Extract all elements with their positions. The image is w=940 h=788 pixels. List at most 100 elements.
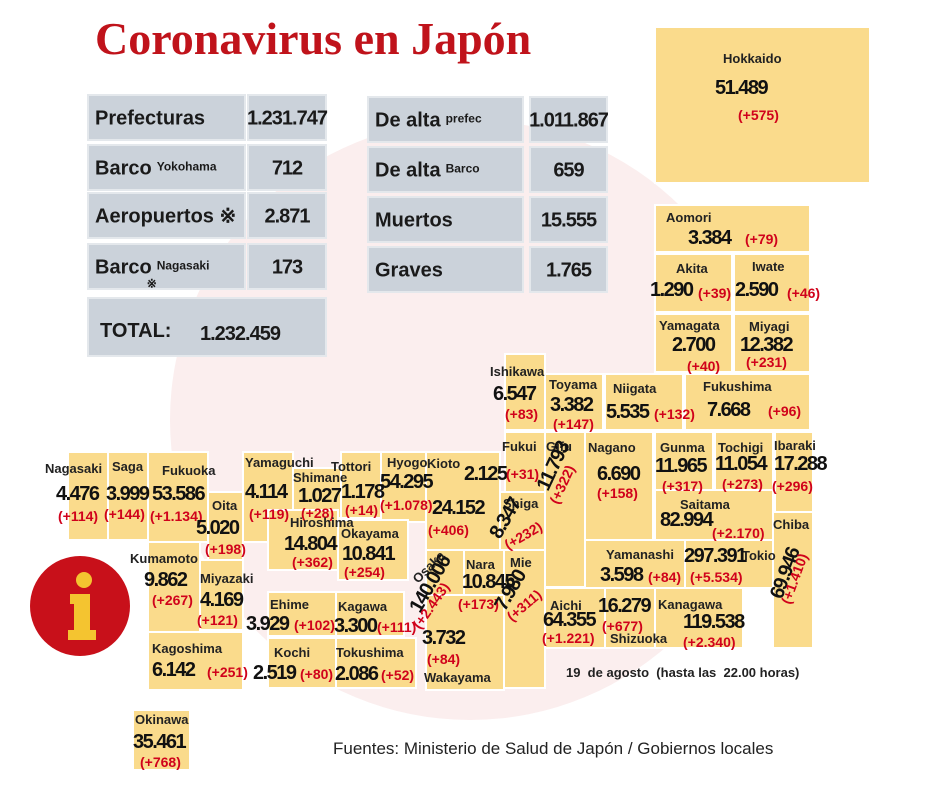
- prefecture-new: (+79): [745, 231, 778, 247]
- value-box: [247, 144, 327, 191]
- prefecture-new: (+768): [140, 754, 181, 770]
- prefecture-name: Okayama: [341, 526, 400, 541]
- prefecture-new: (+198): [205, 541, 246, 557]
- prefecture-new: (+31): [506, 466, 539, 482]
- prefecture-new: (+231): [746, 354, 787, 370]
- prefecture-name: Fukuoka: [162, 463, 216, 478]
- prefecture-new: (+14): [345, 502, 378, 518]
- prefecture-tile: [337, 519, 409, 581]
- summary-value: 712: [272, 158, 303, 180]
- prefecture-new: (+144): [104, 506, 145, 522]
- prefecture-new: (+173): [458, 596, 499, 612]
- summary-mark: ※: [147, 277, 157, 291]
- summary-label: Barco: [95, 257, 152, 279]
- prefecture-name: Tottori: [331, 459, 371, 474]
- prefecture-tile: [714, 431, 774, 491]
- prefecture-name: Aichi: [550, 598, 582, 613]
- prefecture-tile: [504, 431, 546, 493]
- prefecture-new: (+114): [58, 508, 98, 524]
- prefecture-new: (+158): [597, 485, 638, 501]
- prefecture-name: Hokkaido: [723, 51, 782, 66]
- summary-value: 173: [272, 257, 303, 279]
- prefecture-total: 2.519: [253, 662, 297, 684]
- total-value: 1.232.459: [200, 323, 281, 345]
- prefecture-new: (+254): [344, 564, 385, 580]
- label-box: [87, 243, 246, 290]
- prefecture-name: Oita: [212, 498, 238, 513]
- prefecture-name: Hyogo: [387, 455, 428, 470]
- summary-sublabel: Barco: [446, 162, 480, 176]
- prefecture-total: 16.279: [598, 595, 652, 617]
- prefecture-tile: [544, 587, 606, 649]
- prefecture-tile: [132, 709, 191, 771]
- prefecture-name: Gunma: [660, 440, 706, 455]
- prefecture-tile: [772, 511, 814, 649]
- prefecture-tile: [147, 451, 209, 543]
- summary-label: Prefecturas: [95, 108, 205, 130]
- prefecture-name: Gifu: [546, 439, 572, 454]
- prefecture-name: Nara: [466, 557, 496, 572]
- prefecture-total: 12.382: [740, 334, 794, 356]
- prefecture-total: 2.125: [464, 463, 508, 485]
- summary-label: Muertos: [375, 210, 453, 232]
- info-icon: [30, 556, 130, 656]
- prefecture-total: 14.804: [284, 533, 339, 555]
- prefecture-name: Fukui: [502, 439, 537, 454]
- prefecture-name: Chiba: [773, 517, 810, 532]
- prefecture-total: 2.590: [735, 279, 779, 301]
- prefecture-total: 3.999: [106, 483, 150, 505]
- prefecture-name: Kagawa: [338, 599, 388, 614]
- prefecture-tile: [654, 431, 714, 491]
- prefecture-new: (+1.134): [150, 508, 203, 524]
- prefecture-name: Shimane: [293, 470, 347, 485]
- total-box: [87, 297, 327, 357]
- value-box: [529, 196, 608, 243]
- map-tiles: [67, 26, 871, 771]
- prefecture-name: Tokio: [742, 548, 776, 563]
- prefecture-tile: [267, 591, 337, 637]
- prefecture-new: (+40): [687, 358, 720, 374]
- prefecture-new: (+119): [249, 506, 289, 522]
- prefecture-total: 3.384: [688, 227, 733, 249]
- date-note: 19 de agosto (hasta las 22.00 horas): [566, 665, 799, 680]
- prefecture-total: 3.382: [550, 394, 594, 416]
- prefecture-name: Kagoshima: [152, 641, 223, 656]
- prefecture-name: Nagano: [588, 440, 636, 455]
- prefecture-total: 2.700: [672, 334, 716, 356]
- prefecture-tile: [499, 491, 546, 551]
- summary-label: Aeropuertos ※: [95, 206, 236, 228]
- prefecture-total: 3.732: [422, 627, 466, 649]
- prefecture-name: Shiga: [503, 496, 539, 511]
- prefecture-total: 10.845: [462, 571, 516, 593]
- prefecture-tile: [654, 253, 733, 313]
- prefecture-tile: [544, 373, 604, 431]
- prefecture-new: (+362): [292, 554, 333, 570]
- value-box: [529, 96, 608, 143]
- prefecture-tile: [267, 509, 339, 571]
- prefecture-name: Ibaraki: [774, 438, 816, 453]
- prefecture-name: Tokushima: [336, 645, 404, 660]
- prefecture-new: (+52): [381, 667, 414, 683]
- prefecture-new: (+317): [662, 478, 703, 494]
- prefecture-total: 17.288: [774, 453, 828, 475]
- prefecture-total: 5.020: [196, 517, 240, 539]
- prefecture-tile: [425, 594, 505, 691]
- summary-value: 1.231.747: [247, 108, 328, 130]
- prefecture-new: (+147): [553, 416, 594, 432]
- prefecture-new: (+83): [505, 406, 538, 422]
- prefecture-name: Shizuoka: [610, 631, 668, 646]
- prefecture-tile: [207, 491, 244, 561]
- prefecture-tile: [733, 313, 811, 373]
- prefecture-new: (+96): [768, 403, 801, 419]
- prefecture-name: Miyagi: [749, 319, 789, 334]
- prefecture-total: 7.668: [707, 399, 751, 421]
- prefecture-tile: [654, 587, 744, 649]
- summary-value: 1.011.867: [529, 110, 609, 132]
- summary-label: De alta: [375, 110, 441, 132]
- label-box: [367, 146, 524, 193]
- prefecture-name: Fukushima: [703, 379, 772, 394]
- prefecture-total: 10.841: [342, 543, 396, 565]
- prefecture-new: (+84): [648, 569, 681, 585]
- value-box: [247, 94, 327, 141]
- prefecture-new: (+5.534): [690, 569, 743, 585]
